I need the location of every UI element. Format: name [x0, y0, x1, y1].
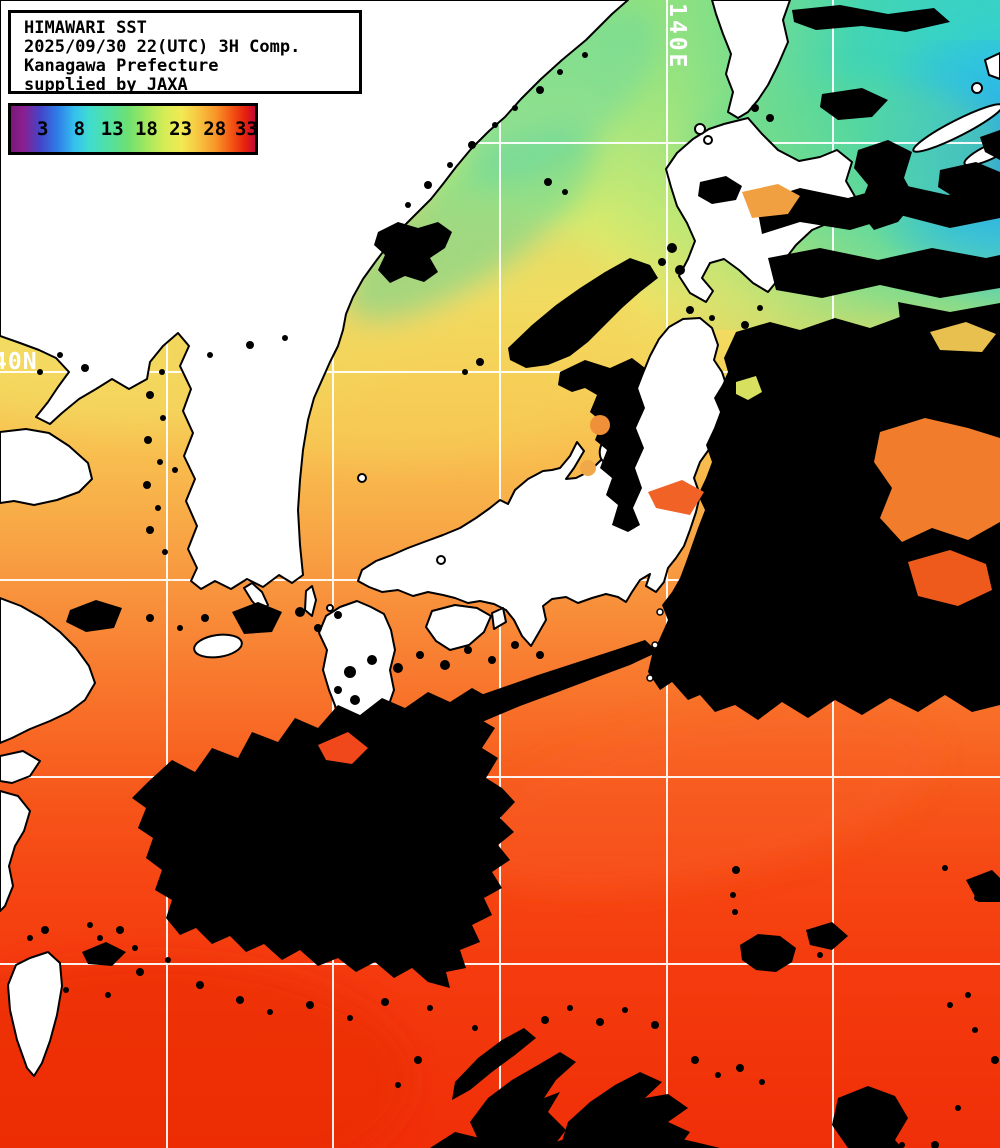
map-credit: supplied by JAXA — [24, 75, 188, 95]
cloud-masses — [66, 5, 1000, 1148]
cloud-tohoku-west — [558, 358, 645, 532]
cloud-patch — [966, 870, 1000, 902]
land-kuril-island — [912, 103, 1000, 153]
cloud-bottom — [452, 1028, 536, 1100]
scale-tick: 8 — [73, 118, 86, 140]
cloud-primorye-coast — [374, 222, 452, 283]
cloud-diagonal-band — [508, 258, 658, 368]
land-oki — [436, 555, 446, 565]
scale-tick: 33 — [235, 118, 258, 140]
cloud-patch — [806, 922, 848, 950]
cloud-hokkaido-east — [854, 140, 916, 230]
land-shandong — [0, 428, 93, 506]
scale-tick: 23 — [169, 118, 193, 140]
warm-patch — [736, 376, 762, 400]
cloud-okhotsk — [820, 88, 888, 120]
warm-patch — [930, 322, 996, 352]
map-title: HIMAWARI SST — [24, 18, 147, 38]
scale-tick: 28 — [203, 118, 227, 140]
scale-tick: 3 — [36, 118, 49, 140]
cloud-patch — [66, 600, 122, 632]
cloud-bottom — [430, 1130, 720, 1148]
cloud-okhotsk — [980, 130, 1000, 160]
land-rishiri — [694, 123, 706, 135]
izu-islands — [646, 608, 664, 682]
cloud-streak — [768, 248, 1000, 298]
land-jiangsu — [0, 597, 96, 744]
warm-patches — [318, 184, 1000, 764]
warm-patch — [742, 184, 800, 218]
scale-tick: 18 — [134, 118, 158, 140]
land-taiwan — [7, 951, 63, 1077]
cloud-patch — [232, 602, 282, 634]
land-iki — [326, 604, 334, 612]
land-shikoku — [425, 604, 492, 651]
land-rebun — [703, 135, 713, 145]
land-zhejiang — [0, 790, 31, 912]
title-box: HIMAWARI SST 2025/09/30 22(UTC) 3H Comp.… — [8, 10, 362, 95]
cloud-bottom — [560, 1072, 690, 1148]
cloud-kuroshio-band — [368, 640, 658, 758]
land-hangzhou — [0, 750, 41, 784]
cloud-lump — [740, 934, 796, 972]
warm-patch — [908, 550, 992, 606]
scale-tick: 13 — [100, 118, 124, 140]
land-small-island — [971, 82, 983, 94]
land-small-island — [984, 52, 1000, 80]
warm-patch — [580, 460, 596, 476]
cloud-okhotsk — [938, 162, 1000, 202]
land-sakhalin — [711, 0, 791, 119]
cloud-patch — [82, 942, 126, 966]
temperature-scale-bar: 3 8 13 18 23 28 33 — [8, 103, 258, 155]
latitude-grid-label: 40N — [0, 349, 38, 375]
map-region: Kanagawa Prefecture — [24, 56, 219, 76]
warm-patch — [318, 732, 368, 764]
longitude-grid-label: 140E — [664, 3, 690, 71]
land-ulleung — [357, 473, 367, 483]
cloud-south-main — [132, 688, 515, 988]
warm-patch — [590, 415, 610, 435]
land-tsushima — [304, 585, 317, 617]
cloud-soya-strait — [698, 176, 742, 204]
land-cheju — [193, 633, 243, 659]
cloud-speckles — [27, 52, 999, 1148]
cloud-okhotsk — [792, 5, 950, 32]
cloud-bottom — [470, 1052, 576, 1148]
land-awaji — [491, 607, 507, 630]
warm-patch — [874, 418, 1000, 542]
warm-patch — [648, 480, 704, 515]
map-datetime: 2025/09/30 22(UTC) 3H Comp. — [24, 37, 301, 57]
cloud-east-pacific — [648, 312, 1000, 720]
